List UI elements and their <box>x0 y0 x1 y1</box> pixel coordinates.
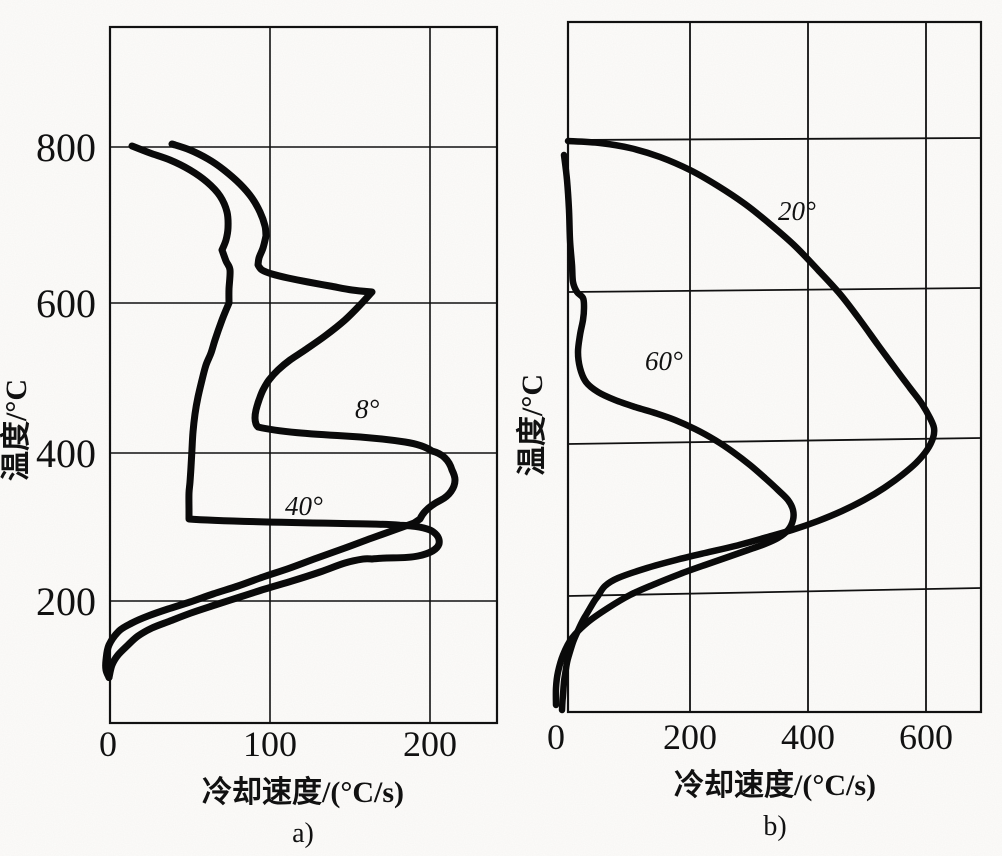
svg-text:60°: 60° <box>645 346 683 376</box>
svg-text:温度/°C: 温度/°C <box>516 374 549 476</box>
svg-text:20°: 20° <box>778 196 816 226</box>
svg-text:800: 800 <box>36 125 96 170</box>
svg-text:冷却速度/(°C/s): 冷却速度/(°C/s) <box>202 776 404 809</box>
svg-text:600: 600 <box>899 717 953 757</box>
svg-text:400: 400 <box>781 717 835 757</box>
svg-text:a): a) <box>292 818 314 849</box>
svg-text:200: 200 <box>663 717 717 757</box>
svg-text:100: 100 <box>243 724 297 764</box>
svg-text:400: 400 <box>36 431 96 476</box>
svg-text:0: 0 <box>547 717 565 757</box>
svg-text:200: 200 <box>403 724 457 764</box>
svg-text:温度/°C: 温度/°C <box>0 379 33 481</box>
svg-text:600: 600 <box>36 281 96 326</box>
svg-text:0: 0 <box>99 724 117 764</box>
svg-text:8°: 8° <box>355 394 380 424</box>
svg-text:冷却速度/(°C/s): 冷却速度/(°C/s) <box>674 769 876 802</box>
svg-text:40°: 40° <box>285 491 323 521</box>
svg-text:b): b) <box>763 811 786 842</box>
svg-text:200: 200 <box>36 579 96 624</box>
